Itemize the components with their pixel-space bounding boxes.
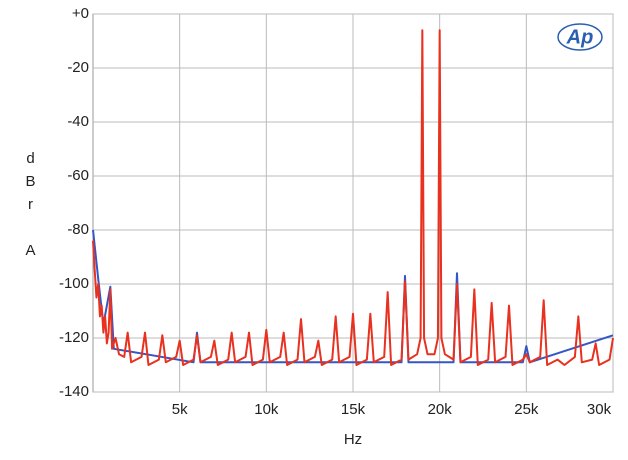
y-tick-label: +0 xyxy=(72,5,89,22)
y-tick-label: -80 xyxy=(67,221,89,238)
y-tick-label: -120 xyxy=(59,329,89,346)
x-tick-label: 15k xyxy=(341,401,366,418)
logo: Ap xyxy=(566,26,594,48)
x-tick-label: 5k xyxy=(172,401,188,418)
logo-ring xyxy=(557,23,603,51)
y-tick-label: -40 xyxy=(67,113,89,130)
y-tick-label: -60 xyxy=(67,167,89,184)
y-tick-label: -20 xyxy=(67,59,89,76)
x-tick-label: 30k xyxy=(587,401,612,418)
x-tick-label: 25k xyxy=(514,401,539,418)
y-tick-label: -140 xyxy=(59,383,89,400)
x-tick-label: 20k xyxy=(428,401,453,418)
y-axis-label: dBr A xyxy=(22,150,39,265)
x-axis-label: Hz xyxy=(344,431,362,448)
y-tick-label: -100 xyxy=(59,275,89,292)
spectrum-line xyxy=(92,29,614,366)
x-tick-label: 10k xyxy=(254,401,279,418)
